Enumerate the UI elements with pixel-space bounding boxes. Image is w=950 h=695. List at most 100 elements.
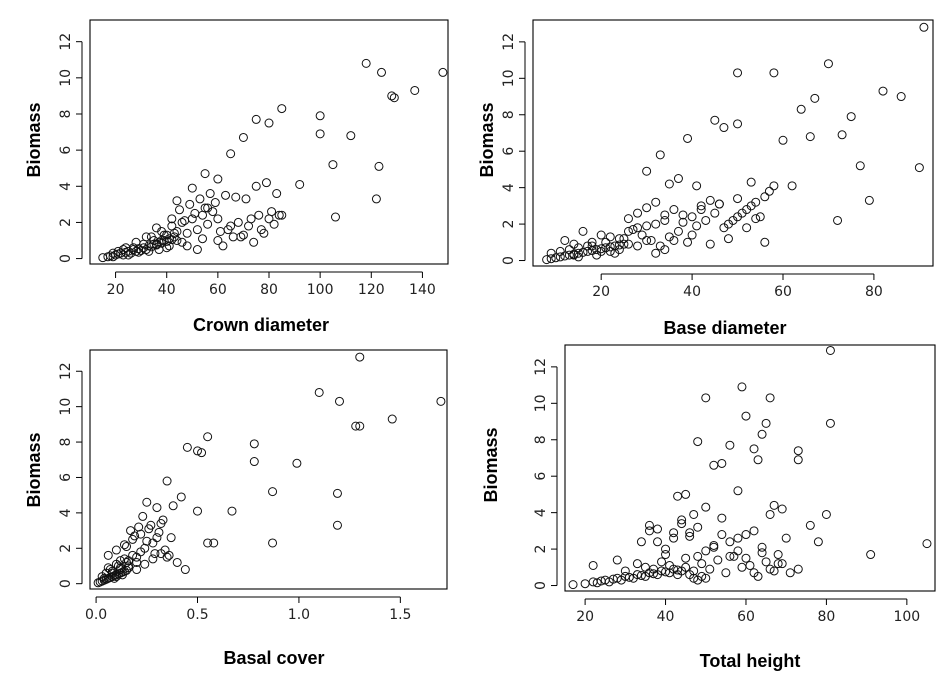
data-point <box>244 221 254 231</box>
y-axis-label: Biomass <box>24 432 44 507</box>
data-point <box>185 199 195 209</box>
plot-frame <box>532 19 934 267</box>
data-point <box>648 569 658 579</box>
data-point <box>701 546 711 556</box>
data-point <box>796 104 806 114</box>
data-point <box>193 446 203 456</box>
data-point <box>709 540 719 550</box>
data-point <box>673 174 683 184</box>
data-point <box>773 550 783 560</box>
data-point <box>741 530 751 540</box>
data-point <box>277 104 287 114</box>
data-point <box>725 551 735 561</box>
data-point <box>683 237 693 247</box>
x-tick-label: 80 <box>865 284 883 300</box>
data-point <box>238 230 248 240</box>
data-point <box>251 181 261 191</box>
data-point <box>661 544 671 554</box>
data-point <box>642 203 652 213</box>
data-point <box>140 559 150 569</box>
data-point <box>717 458 727 468</box>
data-point <box>251 114 261 124</box>
data-point <box>669 528 679 538</box>
data-point <box>410 85 420 95</box>
data-point <box>761 557 771 567</box>
x-tick-label: 100 <box>893 609 920 625</box>
data-point <box>268 487 278 497</box>
data-point <box>714 199 724 209</box>
y-tick-label: 0 <box>58 579 74 588</box>
data-point <box>162 236 172 246</box>
y-tick-label: 12 <box>533 358 549 376</box>
x-tick-label: 80 <box>260 282 278 298</box>
data-point <box>633 223 643 233</box>
x-tick-label: 1.0 <box>288 607 310 623</box>
chart-base-diameter: 20 40 60 80 0 2 4 6 8 10 12 Biomass Base diameter <box>477 19 934 338</box>
data-point <box>778 135 788 145</box>
data-point <box>878 86 888 96</box>
data-point <box>914 163 924 173</box>
data-point <box>733 533 743 543</box>
data-point <box>203 538 213 548</box>
data-point <box>134 247 144 257</box>
data-point <box>596 244 606 254</box>
data-point <box>749 568 759 578</box>
data-point <box>664 179 674 189</box>
data-point <box>669 205 679 215</box>
data-point <box>605 242 615 252</box>
data-point <box>633 208 643 218</box>
x-axis-label: Basal cover <box>223 648 324 668</box>
data-point <box>569 250 579 260</box>
data-point <box>138 511 148 521</box>
data-point <box>221 190 231 200</box>
data-point <box>764 186 774 196</box>
data-point <box>665 560 675 570</box>
data-point <box>769 566 779 576</box>
data-point <box>118 245 128 255</box>
data-point <box>709 460 719 470</box>
data-point <box>701 502 711 512</box>
data-point <box>198 234 208 244</box>
data-point <box>777 559 787 569</box>
data-point <box>180 216 190 226</box>
y-tick-label: 10 <box>58 69 74 87</box>
data-point <box>737 562 747 572</box>
data-point <box>228 232 238 242</box>
data-point <box>389 93 399 103</box>
data-point <box>213 174 223 184</box>
data-point <box>162 230 172 240</box>
data-point <box>436 396 446 406</box>
data-point <box>742 223 752 233</box>
data-point <box>693 551 703 561</box>
y-tick-label: 8 <box>58 438 74 447</box>
data-point <box>697 571 707 581</box>
y-tick-label: 8 <box>533 435 549 444</box>
y-tick-label: 8 <box>58 110 74 119</box>
data-point <box>334 396 344 406</box>
data-point <box>192 245 202 255</box>
data-point <box>438 67 448 77</box>
data-point <box>295 179 305 189</box>
data-point <box>573 243 583 253</box>
y-tick-label: 12 <box>501 33 517 51</box>
data-point <box>765 393 775 403</box>
data-point <box>154 527 164 537</box>
x-tick-label: 40 <box>657 609 675 625</box>
data-point <box>751 197 761 207</box>
data-point <box>751 214 761 224</box>
x-tick-label: 140 <box>409 282 436 298</box>
data-point <box>681 553 691 563</box>
data-point <box>172 557 182 567</box>
data-point <box>152 533 162 543</box>
data-point <box>673 491 683 501</box>
data-point <box>210 198 220 208</box>
data-point <box>213 214 223 224</box>
data-point <box>855 161 865 171</box>
data-point <box>636 537 646 547</box>
data-point <box>693 437 703 447</box>
data-point <box>203 219 213 229</box>
data-point <box>846 112 856 122</box>
data-point <box>157 236 167 246</box>
data-point <box>760 192 770 202</box>
data-point <box>195 194 205 204</box>
